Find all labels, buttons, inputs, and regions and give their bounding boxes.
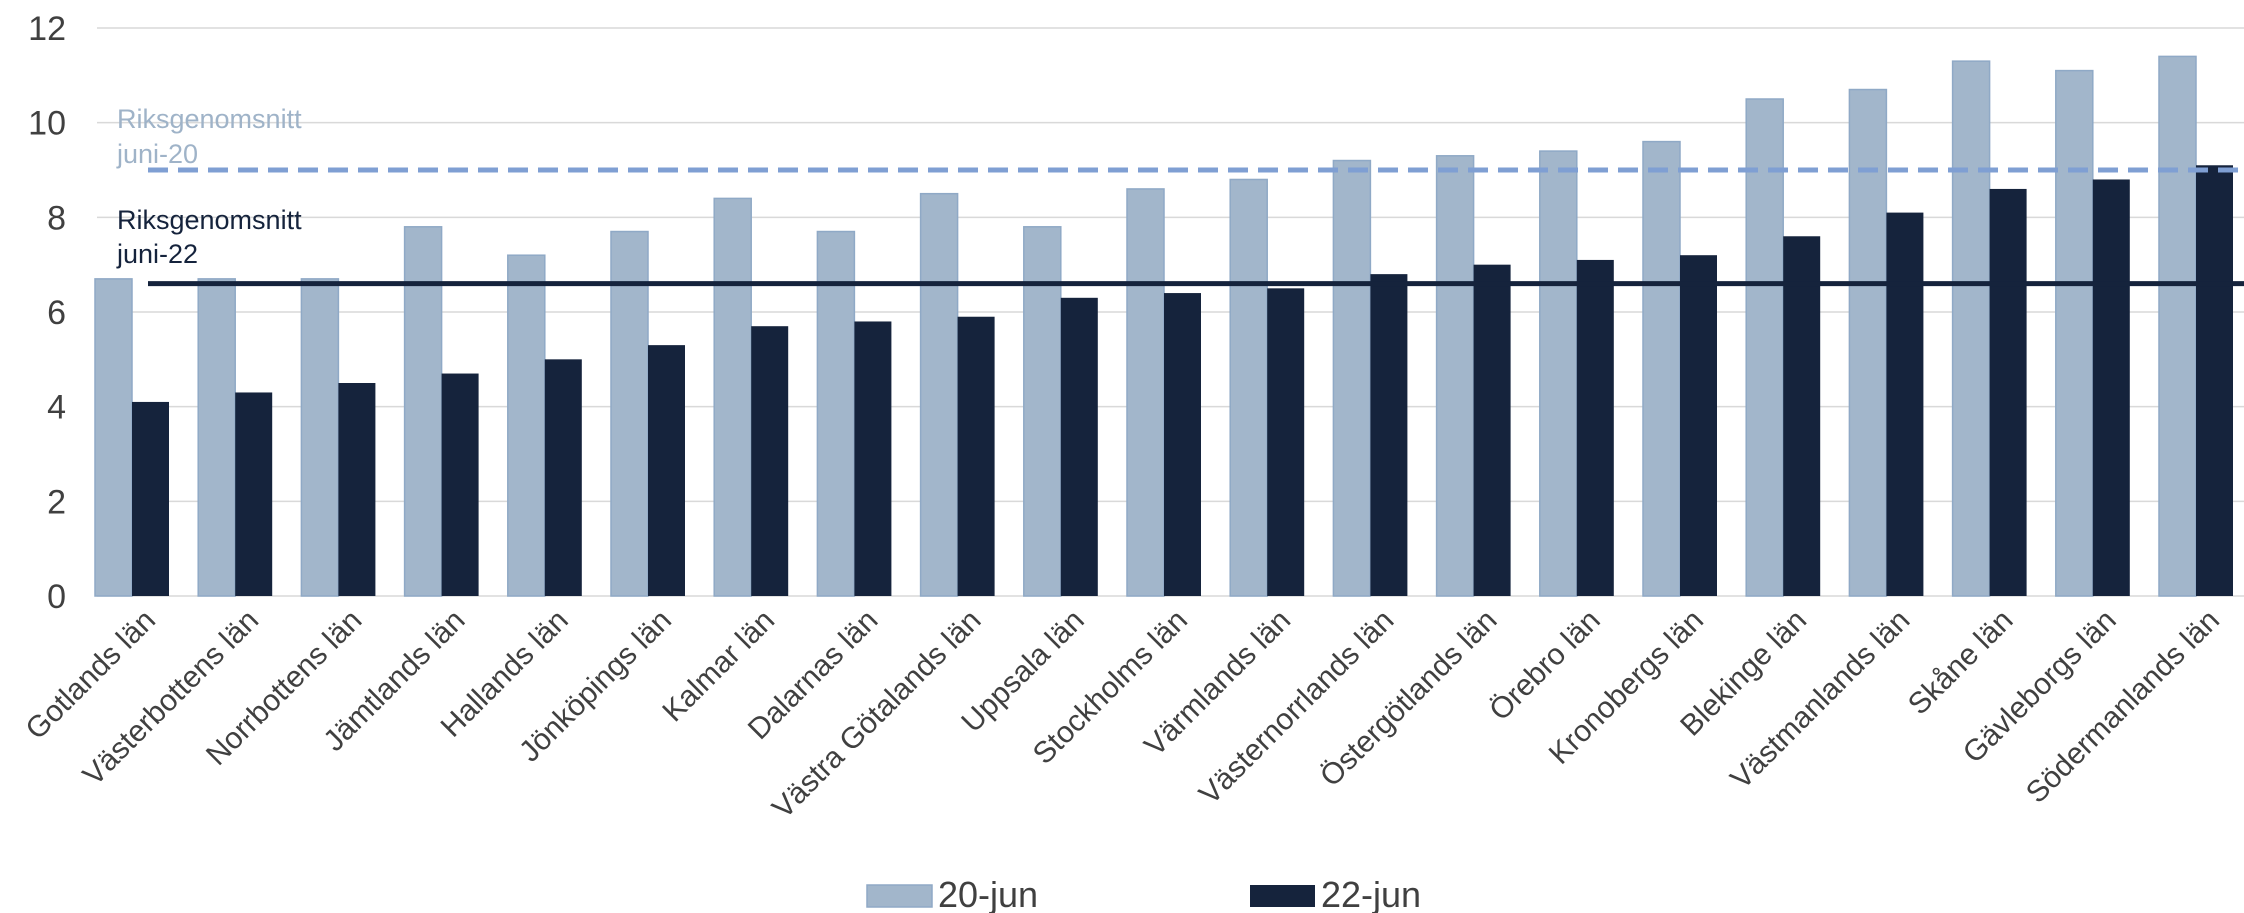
bar-20-jun <box>1848 88 1888 597</box>
bar-20-jun <box>1023 226 1062 597</box>
bar-22-jun <box>1060 297 1098 596</box>
legend-label-22-jun: 22-jun <box>1321 874 1421 913</box>
bars <box>94 55 2233 597</box>
bar-20-jun <box>816 230 856 597</box>
y-tick-label: 2 <box>47 483 66 521</box>
bar-22-jun <box>544 359 582 596</box>
y-tick-label: 4 <box>47 389 66 427</box>
bar-20-jun <box>919 192 959 597</box>
reference-lines: Riksgenomsnitt juni-20 Riksgenomsnitt juni-… <box>116 104 2244 287</box>
legend-swatch-22-jun <box>1250 885 1315 907</box>
bar-20-jun <box>610 230 649 597</box>
bar-20-jun <box>1229 178 1268 597</box>
bar-20-jun <box>1539 150 1578 597</box>
legend-swatch-20-jun <box>866 884 933 908</box>
bar-20-jun <box>197 278 236 597</box>
legend: 20-jun 22-jun <box>866 874 1421 913</box>
bar-20-jun <box>1435 155 1475 597</box>
bar-22-jun <box>2092 179 2130 596</box>
reference-label-period: juni-22 <box>116 239 198 269</box>
bar-22-jun <box>1886 212 1924 596</box>
bar-22-jun <box>854 321 892 596</box>
reference-label-period: juni-20 <box>116 139 198 169</box>
bar-22-jun <box>648 345 685 596</box>
bar-22-jun <box>1989 188 2027 596</box>
bar-22-jun <box>957 316 995 596</box>
bar-22-jun <box>1680 255 1717 596</box>
bar-20-jun <box>300 278 340 597</box>
bar-20-jun <box>713 197 752 597</box>
bar-20-jun <box>1642 140 1681 597</box>
bar-22-jun <box>1370 274 1408 596</box>
bar-22-jun <box>1576 259 1614 596</box>
bar-22-jun <box>235 392 273 596</box>
bar-22-jun <box>338 383 376 596</box>
reference-label: Riksgenomsnitt <box>117 205 302 235</box>
bar-20-jun <box>2158 55 2197 597</box>
category-label: Södermanlands län <box>2020 604 2226 810</box>
y-tick-label: 10 <box>28 105 66 143</box>
bar-22-jun <box>1164 293 1201 596</box>
bar-20-jun <box>2055 69 2094 597</box>
bar-20-jun <box>1951 60 1991 597</box>
bar-22-jun <box>441 373 479 596</box>
bar-22-jun <box>1783 236 1821 596</box>
category-label: Västernorrlands län <box>1193 604 1400 811</box>
bar-20-jun <box>1332 159 1372 597</box>
bar-20-jun <box>1745 98 1784 597</box>
bar-22-jun <box>132 401 169 596</box>
bar-22-jun <box>1473 264 1511 596</box>
legend-label-20-jun: 20-jun <box>938 874 1038 913</box>
bar-20-jun <box>403 226 443 597</box>
y-tick-label: 6 <box>47 294 66 332</box>
bar-20-jun <box>507 254 546 597</box>
bar-20-jun <box>94 278 133 597</box>
y-tick-label: 12 <box>28 10 66 48</box>
category-label: Östergötlands län <box>1314 604 1504 794</box>
category-label: Västerbottens län <box>77 604 265 792</box>
bar-22-jun <box>2196 165 2233 596</box>
y-tick-label: 8 <box>47 199 66 237</box>
bar-22-jun <box>1267 288 1305 596</box>
reference-label: Riksgenomsnitt <box>117 104 302 134</box>
category-label: Västra Götalands län <box>766 604 987 825</box>
category-label: Västmanlands län <box>1724 604 1916 796</box>
bar-20-jun <box>1126 188 1165 597</box>
y-tick-label: 0 <box>47 578 66 616</box>
bar-22-jun <box>751 326 789 596</box>
y-axis-tick-labels: 0 2 4 6 8 10 12 <box>28 10 66 616</box>
